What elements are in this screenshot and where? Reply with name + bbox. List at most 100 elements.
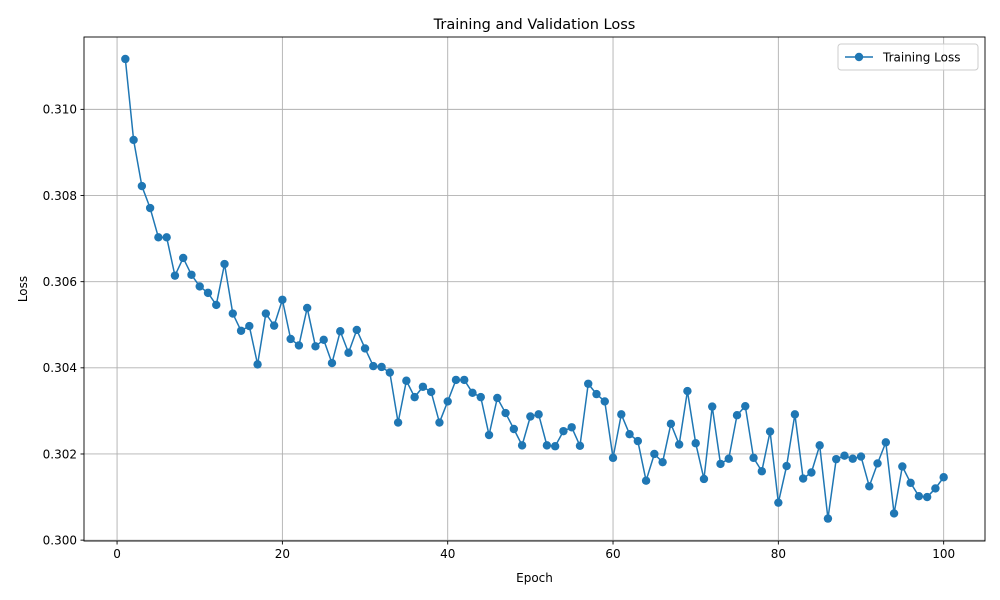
data-point (327, 358, 337, 368)
data-point (807, 468, 816, 477)
data-point (269, 321, 279, 330)
data-point (352, 325, 361, 335)
data-point (889, 509, 899, 518)
data-point (129, 135, 138, 145)
data-point (336, 327, 345, 336)
x-tick-label: 80 (771, 547, 786, 561)
data-point (708, 402, 717, 411)
data-point (666, 419, 676, 429)
data-point (145, 203, 155, 213)
x-tick-label: 40 (440, 547, 455, 561)
data-point (683, 386, 692, 396)
data-point (203, 288, 213, 298)
data-point (716, 459, 725, 469)
legend-marker-training-loss (854, 52, 864, 62)
data-point (162, 233, 171, 242)
data-point (608, 453, 618, 463)
y-tick-label: 0.306 (43, 275, 77, 289)
data-point (840, 451, 849, 460)
y-tick-label: 0.308 (43, 189, 77, 203)
data-point (402, 376, 411, 385)
data-point (898, 462, 907, 471)
data-point (592, 389, 601, 399)
data-point (451, 375, 461, 385)
data-point (774, 498, 783, 507)
x-tick-label: 60 (605, 547, 620, 561)
x-tick-label: 100 (932, 547, 955, 561)
plot-frame (83, 36, 986, 542)
ticks: 0 20 40 60 80 100 0.300 0.302 0.304 0.306 0.308 0.3… (43, 103, 955, 561)
chart-title: Training and Validation Loss (433, 17, 636, 33)
data-point (931, 484, 940, 493)
data-point (699, 474, 709, 484)
data-point (650, 449, 659, 459)
data-point (187, 270, 196, 279)
data-point (170, 271, 180, 280)
data-point (220, 259, 229, 269)
data-point (633, 436, 643, 446)
data-point (286, 334, 295, 344)
legend-label-training-loss: Training Loss (882, 51, 960, 65)
data-point (584, 379, 593, 388)
data-point (922, 492, 932, 502)
data-point (757, 467, 767, 476)
x-tick-label: 20 (275, 547, 290, 561)
y-tick-label: 0.300 (43, 533, 77, 547)
data-point (253, 360, 262, 369)
data-point (600, 397, 609, 406)
data-point (302, 303, 312, 313)
data-point (856, 452, 866, 461)
data-point (369, 361, 378, 371)
data-point (865, 482, 874, 491)
series-layer (121, 54, 948, 523)
data-point (550, 442, 560, 451)
y-tick-label: 0.310 (43, 103, 77, 117)
data-point (245, 321, 254, 331)
data-point (385, 368, 395, 377)
data-point (509, 424, 519, 434)
data-point (121, 54, 130, 64)
data-point (393, 418, 403, 427)
data-point (443, 397, 452, 406)
data-point (617, 410, 626, 419)
data-point (798, 474, 808, 483)
x-tick-label: 0 (113, 547, 121, 561)
data-point (749, 453, 758, 463)
data-point (418, 382, 428, 391)
data-point (435, 418, 444, 427)
data-point (691, 439, 700, 448)
data-point (319, 335, 328, 345)
data-point (228, 309, 237, 318)
data-point (815, 441, 824, 450)
data-point (559, 426, 568, 436)
data-point (848, 454, 857, 463)
series-line-training-loss (124, 58, 945, 520)
legend: Training Loss (837, 43, 979, 71)
data-point (724, 454, 733, 463)
data-point (782, 461, 791, 471)
data-point (575, 441, 585, 450)
data-point (765, 427, 775, 436)
data-point (542, 441, 552, 450)
data-point (344, 348, 353, 357)
data-point (261, 309, 271, 318)
data-point (410, 392, 419, 402)
y-tick-label: 0.304 (43, 361, 77, 375)
data-point (236, 326, 246, 335)
data-point (741, 401, 750, 411)
data-point (137, 181, 147, 191)
data-point (526, 412, 535, 421)
x-axis-label: Epoch (516, 571, 553, 585)
data-point (914, 492, 924, 501)
data-point (517, 441, 527, 450)
y-axis-label: Loss (16, 276, 30, 302)
data-point (641, 476, 651, 485)
data-point (360, 344, 370, 353)
data-point (873, 459, 882, 468)
data-point (939, 473, 948, 482)
data-point (294, 341, 304, 350)
y-tick-label: 0.302 (43, 447, 77, 461)
data-point (658, 457, 667, 467)
